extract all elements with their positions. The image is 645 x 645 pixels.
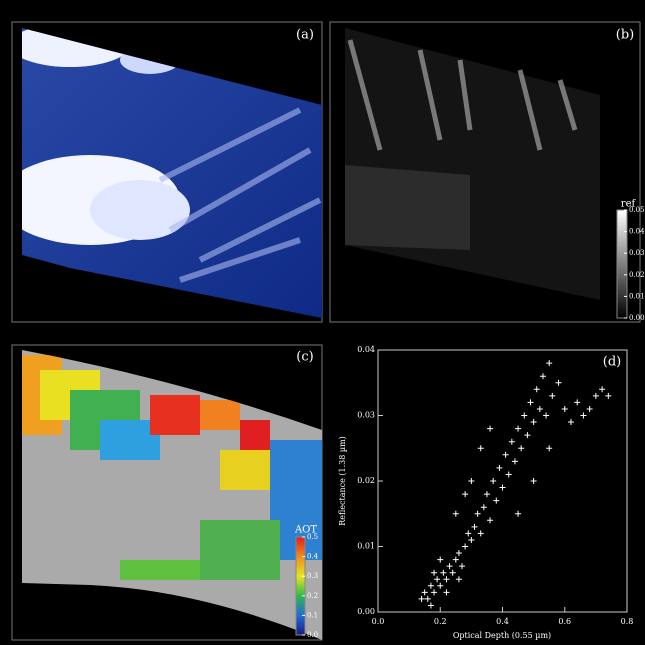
y-tick-label: 0.00	[357, 607, 375, 616]
panel-label: (a)	[296, 28, 314, 43]
panel-c	[12, 345, 322, 640]
y-tick-label: 0.03	[357, 411, 375, 420]
x-tick-label: 0.6	[558, 617, 571, 626]
x-tick-label: 0.0	[372, 617, 385, 626]
colorbar-tick-label: 0.01	[629, 292, 645, 300]
y-tick-label: 0.01	[357, 542, 375, 551]
figure: (a) (b) (c) (d) ref AOT Optical Depth (0…	[0, 0, 645, 645]
colorbar-tick-label: 0.4	[307, 553, 319, 561]
colorbar-tick-label: 0.1	[307, 611, 318, 619]
colorbar-tick-label: 0.05	[629, 206, 645, 214]
panel-b	[330, 22, 640, 322]
panel-a	[0, 22, 322, 322]
x-tick-label: 0.8	[621, 617, 634, 626]
colorbar-tick-label: 0.0	[307, 631, 318, 639]
y-tick-label: 0.04	[357, 345, 375, 354]
colorbar	[617, 210, 627, 318]
colorbar-tick-label: 0.2	[307, 592, 318, 600]
colorbar-tick-label: 0.04	[629, 228, 645, 236]
colorbar	[296, 537, 305, 635]
colorbar-tick-label: 0.00	[629, 314, 645, 322]
panel-label: (d)	[603, 355, 621, 370]
y-axis-label: Reflectance (1.38 µm)	[338, 436, 347, 526]
panel-label: (b)	[616, 28, 634, 43]
x-tick-label: 0.4	[496, 617, 509, 626]
x-tick-label: 0.2	[434, 617, 447, 626]
y-tick-label: 0.02	[357, 476, 375, 485]
x-axis-label: Optical Depth (0.55 µm)	[453, 631, 551, 640]
colorbar-tick-label: 0.3	[307, 572, 318, 580]
colorbar-tick-label: 0.03	[629, 249, 645, 257]
colorbar-tick-label: 0.02	[629, 271, 645, 279]
panel-label: (c)	[296, 350, 313, 365]
colorbar-tick-label: 0.5	[307, 533, 318, 541]
